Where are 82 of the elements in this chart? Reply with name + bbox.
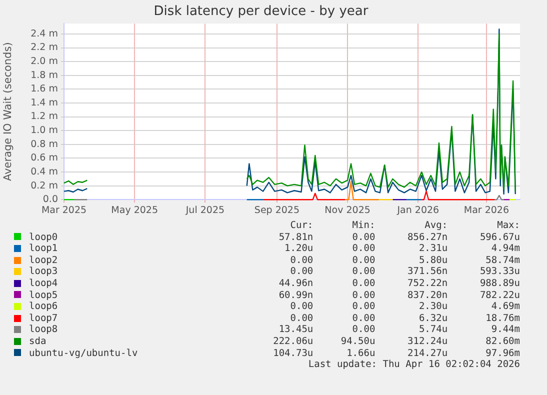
legend-label: loop6 xyxy=(28,301,59,313)
x-tick-label: Jul 2025 xyxy=(184,204,225,216)
x-tick-label: Mar 2026 xyxy=(464,204,509,216)
text: 0.00 xyxy=(289,312,314,324)
x-tick-label: Mar 2025 xyxy=(41,204,87,216)
text: 5.80u xyxy=(418,254,448,266)
text: 0.00 xyxy=(351,301,376,313)
legend-label: loop4 xyxy=(28,278,59,290)
text: 596.67u xyxy=(478,232,520,244)
legend-label: loop8 xyxy=(28,324,59,336)
text: 782.22u xyxy=(478,290,520,302)
text: 0.00 xyxy=(289,301,314,313)
legend-label: loop7 xyxy=(28,312,59,324)
y-tick-label: 0.0 xyxy=(42,194,58,206)
text: 104.73u xyxy=(272,348,314,360)
text: 13.45u xyxy=(278,324,314,336)
chart-title: Disk latency per device - by year xyxy=(154,4,369,20)
text: 18.76m xyxy=(484,312,520,324)
y-tick-label: 1.0 m xyxy=(30,125,58,136)
y-tick-label: 2.4 m xyxy=(30,28,58,40)
y-tick-label: 1.6 m xyxy=(30,84,58,95)
legend-label: loop0 xyxy=(28,232,59,244)
text: 0.00 xyxy=(351,254,376,266)
text: 57.81n xyxy=(278,232,314,244)
text: Avg: xyxy=(424,220,448,232)
y-tick-label: 0.4 m xyxy=(30,166,58,178)
text: 1.66u xyxy=(346,348,376,360)
legend-label: loop2 xyxy=(28,254,59,266)
text: 0.00 xyxy=(351,312,376,324)
text: 0.00 xyxy=(351,324,376,336)
y-tick-label: 2.2 m xyxy=(30,42,58,54)
y-tick-label: 0.8 m xyxy=(30,138,58,150)
y-tick-label: 0.6 m xyxy=(30,152,58,164)
text: 0.00 xyxy=(289,266,314,278)
text: 988.89u xyxy=(478,278,520,290)
text: Max: xyxy=(496,220,520,232)
text: 6.32u xyxy=(418,312,448,324)
text: 4.69m xyxy=(490,301,520,313)
text: 94.50u xyxy=(340,336,376,348)
x-tick-label: Jan 2026 xyxy=(396,204,440,216)
text: 97.96m xyxy=(484,348,520,360)
x-tick-label: May 2025 xyxy=(111,204,158,216)
text: Last update: Thu Apr 16 02:02:04 2026 xyxy=(307,359,520,370)
y-tick-label: 0.2 m xyxy=(30,180,58,192)
text: 0.00 xyxy=(351,243,376,255)
text: 1.20u xyxy=(284,243,314,255)
x-tick-label: Nov 2025 xyxy=(324,204,370,216)
text: 222.06u xyxy=(272,336,314,348)
text: 312.24u xyxy=(406,336,448,348)
y-tick-label: 1.8 m xyxy=(30,70,58,81)
legend-label: loop1 xyxy=(28,243,59,255)
y-tick-label: 1.4 m xyxy=(30,97,58,108)
text: Cur: xyxy=(289,220,314,232)
text: 0.00 xyxy=(351,278,376,290)
legend-label: loop3 xyxy=(28,266,59,278)
text: 4.94m xyxy=(490,243,520,255)
text: 0.00 xyxy=(351,232,376,244)
text: 0.00 xyxy=(289,254,314,266)
y-axis-title: Average IO Wait (seconds) xyxy=(2,42,14,181)
text: 856.27n xyxy=(406,232,448,244)
text: 752.22n xyxy=(406,278,448,290)
text: 2.30u xyxy=(418,301,448,313)
text: 44.96n xyxy=(278,278,314,290)
text: 58.74m xyxy=(484,254,520,266)
y-tick-label: 2.0 m xyxy=(30,56,58,68)
text: 82.60m xyxy=(484,336,520,348)
text: 2.31u xyxy=(418,243,448,255)
text: 0.00 xyxy=(351,290,376,302)
x-tick-label: Sep 2025 xyxy=(254,204,300,216)
text: 5.74u xyxy=(418,324,448,336)
text: 371.56n xyxy=(406,266,448,278)
text: 0.00 xyxy=(351,266,376,278)
text: 593.33u xyxy=(478,266,520,278)
text: Min: xyxy=(351,220,376,232)
text: 9.44m xyxy=(490,324,520,336)
legend-label: sda xyxy=(28,336,48,348)
legend-label: loop5 xyxy=(28,290,59,302)
text: 60.99n xyxy=(278,290,314,302)
text: 214.27u xyxy=(406,348,448,360)
y-tick-label: 1.2 m xyxy=(30,111,58,122)
text: 837.20n xyxy=(406,290,448,302)
legend-label: ubuntu-vg/ubuntu-lv xyxy=(28,348,139,360)
